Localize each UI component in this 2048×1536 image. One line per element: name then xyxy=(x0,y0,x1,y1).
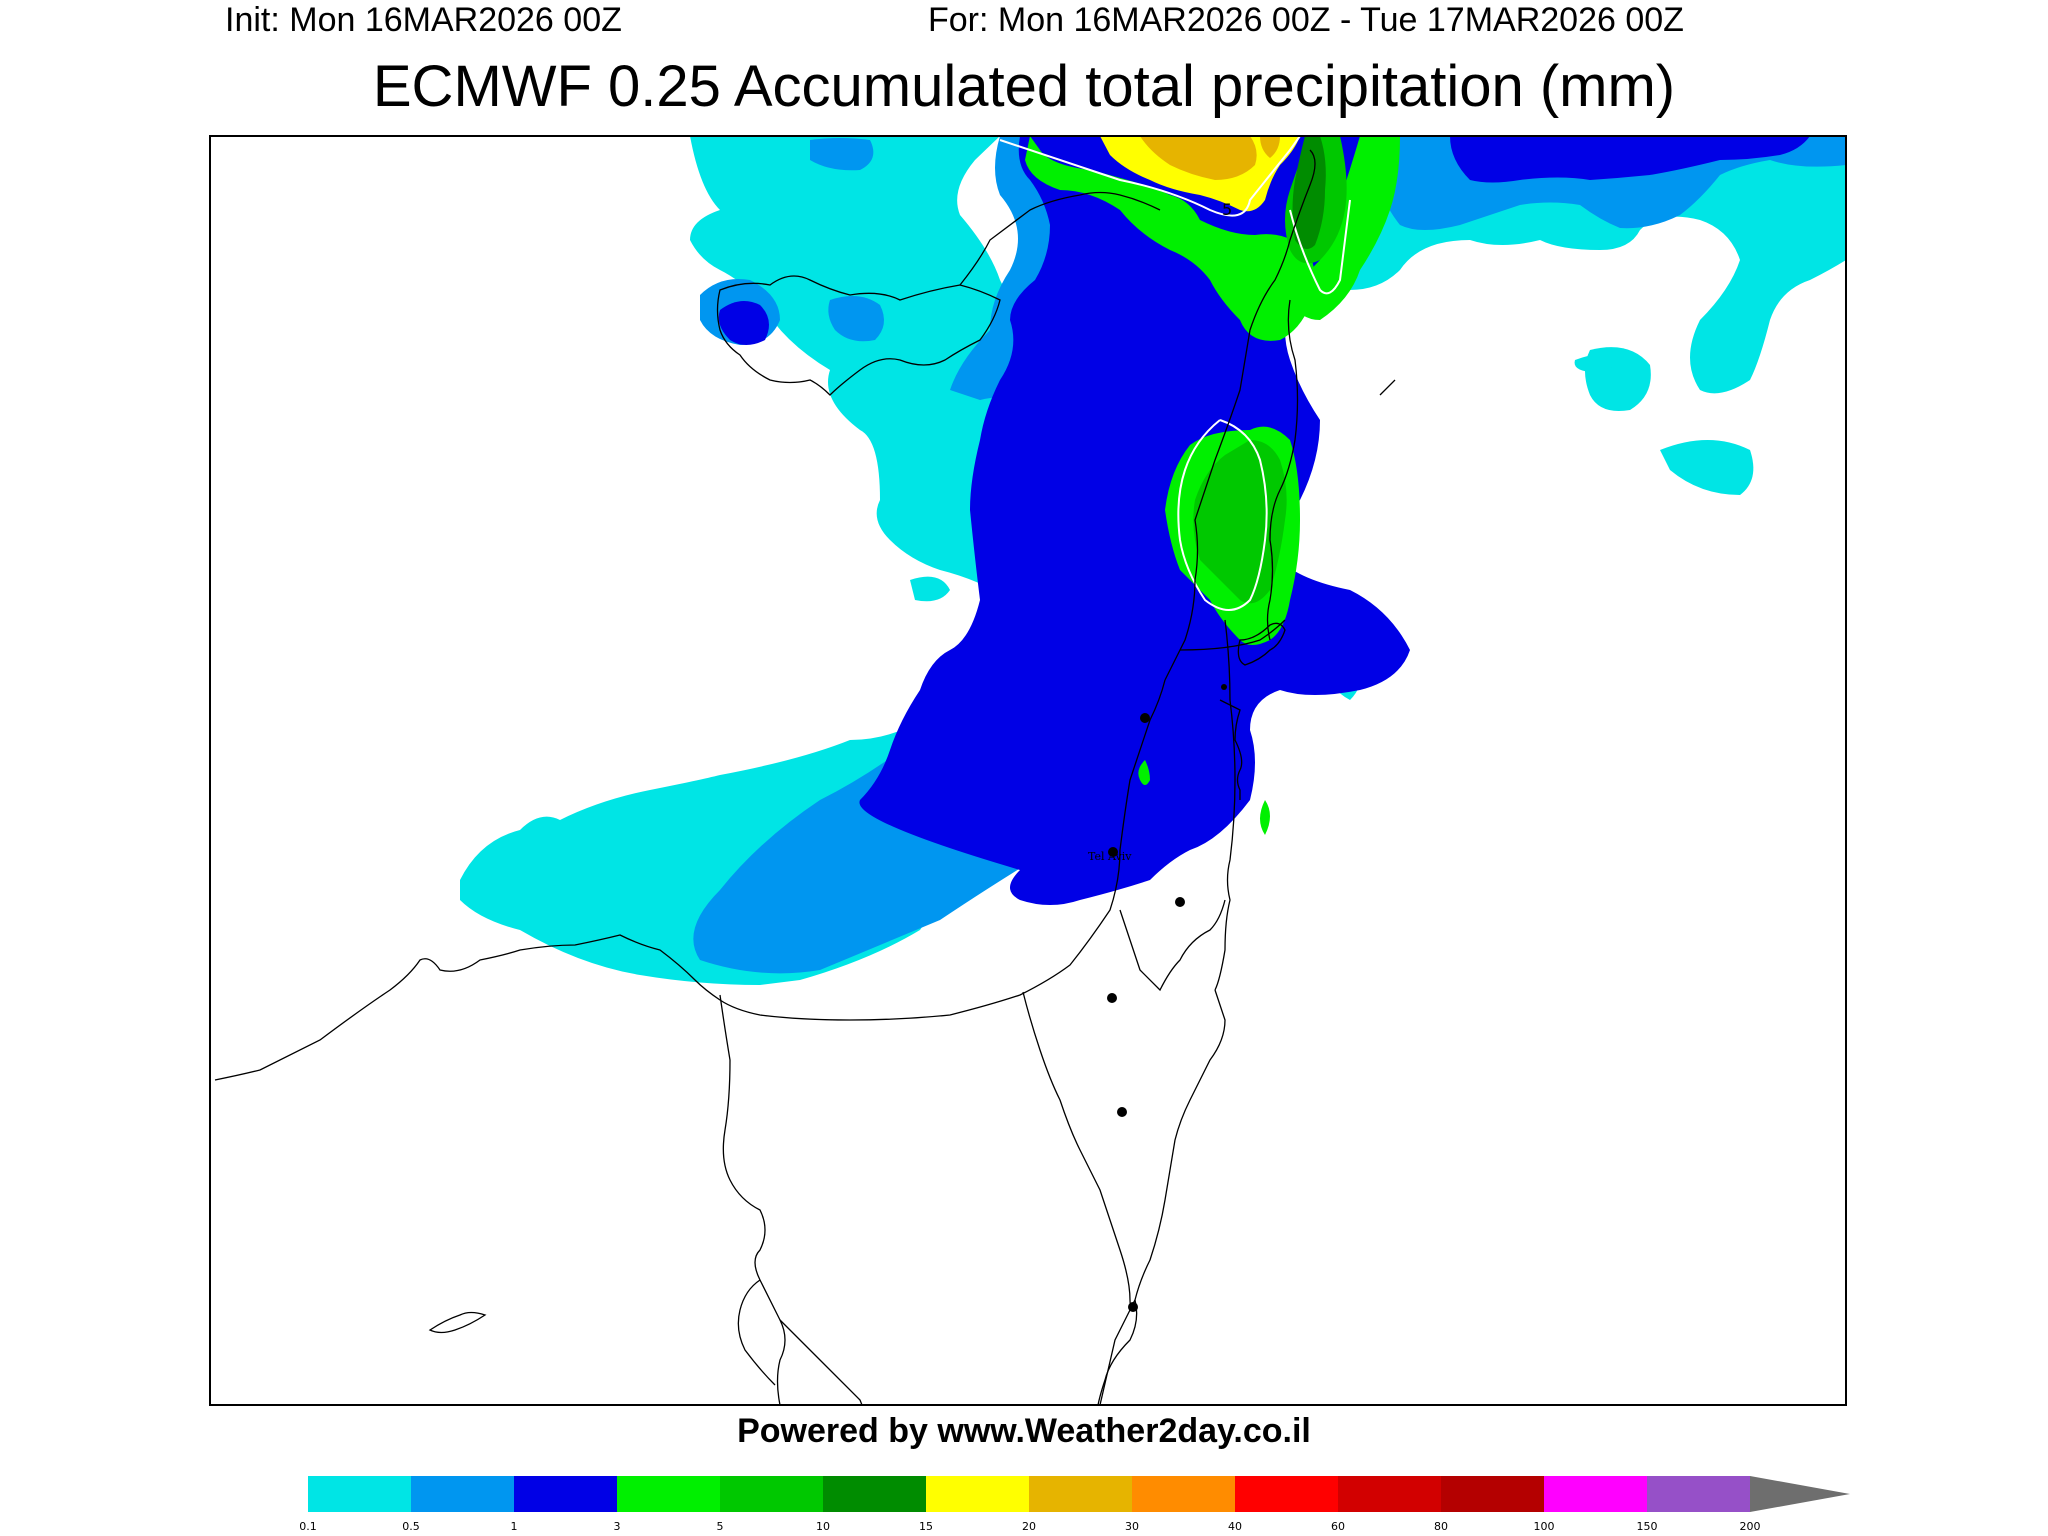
city-markers xyxy=(1107,684,1227,1312)
colorbar-swatch xyxy=(823,1476,926,1512)
colorbar-tick-label: 0.1 xyxy=(299,1520,317,1533)
city-dot xyxy=(1108,847,1118,857)
colorbar-tick-label: 40 xyxy=(1228,1520,1242,1533)
colorbar-swatch xyxy=(411,1476,514,1512)
colorbar-tick-label: 1 xyxy=(511,1520,518,1533)
city-dot xyxy=(1221,684,1227,690)
colorbar-tick-label: 3 xyxy=(614,1520,621,1533)
colorbar-tick-label: 15 xyxy=(919,1520,933,1533)
colorbar-tick-label: 60 xyxy=(1331,1520,1345,1533)
map-frame xyxy=(209,135,1847,1406)
init-time-label: Init: Mon 16MAR2026 00Z xyxy=(225,1,622,39)
colorbar-tick-label: 20 xyxy=(1022,1520,1036,1533)
city-dot xyxy=(1107,993,1117,1003)
colorbar-swatch xyxy=(926,1476,1029,1512)
city-label: Tel Aviv xyxy=(1088,850,1132,863)
contour-5mm xyxy=(999,136,1351,611)
city-dot xyxy=(1128,1302,1138,1312)
colorbar-tick-label: 5 xyxy=(717,1520,724,1533)
contour-label: 5 xyxy=(1222,200,1232,219)
colorbar-swatch xyxy=(617,1476,720,1512)
colorbar-swatch xyxy=(1029,1476,1132,1512)
colorbar-arrow xyxy=(1750,1476,1850,1512)
colorbar-tick-label: 0.5 xyxy=(402,1520,420,1533)
colorbar-tick-label: 30 xyxy=(1125,1520,1139,1533)
city-dot xyxy=(1117,1107,1127,1117)
colorbar-swatch xyxy=(308,1476,411,1512)
precip-shade-10 xyxy=(1292,136,1326,249)
colorbar-tick-label: 150 xyxy=(1637,1520,1658,1533)
city-dot xyxy=(1175,897,1185,907)
colorbar-swatch xyxy=(1441,1476,1544,1512)
valid-time-label: For: Mon 16MAR2026 00Z - Tue 17MAR2026 0… xyxy=(928,1,1684,39)
colorbar-swatch xyxy=(514,1476,617,1512)
colorbar-tick-label: 10 xyxy=(816,1520,830,1533)
city-dot xyxy=(1140,713,1150,723)
colorbar-tick-label: 100 xyxy=(1534,1520,1555,1533)
colorbar-swatch xyxy=(1647,1476,1750,1512)
colorbar-swatch xyxy=(1235,1476,1338,1512)
powered-by-credit: Powered by www.Weather2day.co.il xyxy=(737,1412,1311,1450)
coastlines xyxy=(214,149,1396,1405)
map-title: ECMWF 0.25 Accumulated total precipitati… xyxy=(372,54,1676,119)
colorbar-swatch xyxy=(720,1476,823,1512)
colorbar-tick-label: 80 xyxy=(1434,1520,1448,1533)
precip-shade-20 xyxy=(1140,136,1280,180)
colorbar-tick-label: 200 xyxy=(1740,1520,1761,1533)
colorbar-swatch xyxy=(1132,1476,1235,1512)
colorbar-swatch xyxy=(1544,1476,1647,1512)
colorbar-swatch xyxy=(1338,1476,1441,1512)
